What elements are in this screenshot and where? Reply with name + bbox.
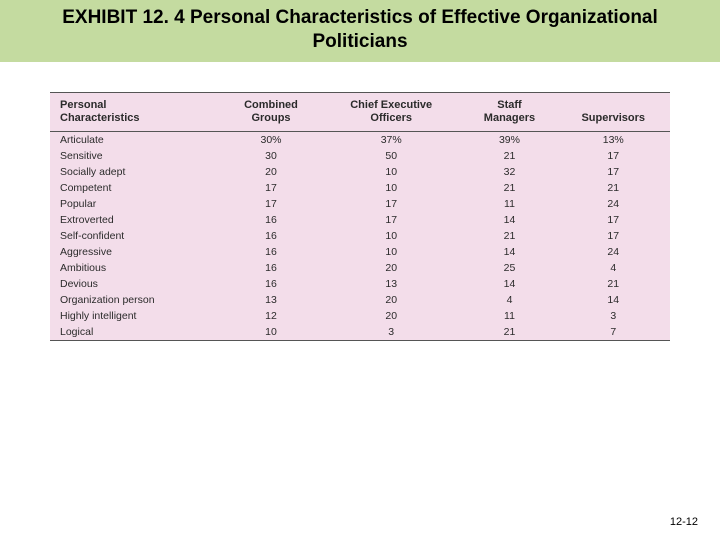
cell-value: 20 (320, 308, 463, 324)
cell-value: 14 (462, 212, 556, 228)
table-header-row: Personal Characteristics Combined Groups… (50, 92, 670, 131)
cell-value: 14 (557, 292, 670, 308)
cell-value: 13 (320, 276, 463, 292)
col-header-staff: Staff Managers (462, 92, 556, 131)
cell-value: 37% (320, 131, 463, 148)
cell-value: 21 (557, 180, 670, 196)
cell-value: 10 (222, 324, 320, 341)
cell-value: 10 (320, 228, 463, 244)
cell-value: 10 (320, 164, 463, 180)
cell-value: 17 (222, 196, 320, 212)
cell-value: 4 (462, 292, 556, 308)
cell-value: 21 (462, 180, 556, 196)
col-header-line2: Supervisors (581, 112, 645, 124)
table-row: Competent17102121 (50, 180, 670, 196)
cell-value: 3 (320, 324, 463, 341)
cell-value: 30% (222, 131, 320, 148)
cell-value: 17 (557, 164, 670, 180)
exhibit-table: Personal Characteristics Combined Groups… (50, 92, 670, 341)
col-header-supervisors: Supervisors (557, 92, 670, 131)
cell-value: 39% (462, 131, 556, 148)
cell-value: 12 (222, 308, 320, 324)
cell-value: 10 (320, 180, 463, 196)
table-row: Extroverted16171417 (50, 212, 670, 228)
cell-value: 16 (222, 228, 320, 244)
table-body: Articulate30%37%39%13%Sensitive30502117S… (50, 131, 670, 340)
title-band: EXHIBIT 12. 4 Personal Characteristics o… (0, 0, 720, 62)
cell-characteristic: Self-confident (50, 228, 222, 244)
table-row: Articulate30%37%39%13% (50, 131, 670, 148)
cell-value: 11 (462, 196, 556, 212)
cell-value: 3 (557, 308, 670, 324)
cell-value: 21 (557, 276, 670, 292)
col-header-line1: Personal (60, 99, 106, 111)
col-header-line2: Officers (370, 112, 412, 124)
cell-value: 10 (320, 244, 463, 260)
table-row: Sensitive30502117 (50, 148, 670, 164)
cell-value: 7 (557, 324, 670, 341)
cell-value: 16 (222, 276, 320, 292)
table-row: Ambitious1620254 (50, 260, 670, 276)
cell-value: 24 (557, 244, 670, 260)
cell-value: 14 (462, 276, 556, 292)
col-header-line1: Staff (497, 99, 521, 111)
cell-value: 17 (320, 212, 463, 228)
col-header-line2: Managers (484, 112, 535, 124)
cell-value: 13% (557, 131, 670, 148)
cell-value: 21 (462, 228, 556, 244)
col-header-line2: Characteristics (60, 112, 140, 124)
table-row: Socially adept20103217 (50, 164, 670, 180)
cell-value: 25 (462, 260, 556, 276)
table-row: Logical103217 (50, 324, 670, 341)
cell-value: 13 (222, 292, 320, 308)
table-row: Self-confident16102117 (50, 228, 670, 244)
cell-value: 24 (557, 196, 670, 212)
cell-value: 20 (320, 292, 463, 308)
cell-characteristic: Logical (50, 324, 222, 341)
col-header-characteristics: Personal Characteristics (50, 92, 222, 131)
cell-value: 16 (222, 212, 320, 228)
cell-characteristic: Socially adept (50, 164, 222, 180)
table-row: Highly intelligent1220113 (50, 308, 670, 324)
cell-value: 17 (557, 212, 670, 228)
cell-characteristic: Extroverted (50, 212, 222, 228)
cell-characteristic: Popular (50, 196, 222, 212)
exhibit-table-wrap: Personal Characteristics Combined Groups… (50, 92, 670, 341)
page-title: EXHIBIT 12. 4 Personal Characteristics o… (40, 6, 680, 54)
cell-value: 16 (222, 244, 320, 260)
col-header-combined: Combined Groups (222, 92, 320, 131)
cell-value: 20 (222, 164, 320, 180)
table-row: Organization person1320414 (50, 292, 670, 308)
cell-value: 21 (462, 324, 556, 341)
cell-characteristic: Competent (50, 180, 222, 196)
cell-value: 21 (462, 148, 556, 164)
page-number: 12-12 (670, 516, 698, 528)
cell-characteristic: Ambitious (50, 260, 222, 276)
cell-characteristic: Organization person (50, 292, 222, 308)
table-row: Popular17171124 (50, 196, 670, 212)
table-row: Devious16131421 (50, 276, 670, 292)
cell-characteristic: Aggressive (50, 244, 222, 260)
cell-value: 17 (557, 228, 670, 244)
cell-value: 4 (557, 260, 670, 276)
cell-value: 20 (320, 260, 463, 276)
cell-value: 17 (222, 180, 320, 196)
cell-value: 32 (462, 164, 556, 180)
cell-value: 30 (222, 148, 320, 164)
cell-value: 17 (557, 148, 670, 164)
col-header-line1: Combined (244, 99, 298, 111)
col-header-ceo: Chief Executive Officers (320, 92, 463, 131)
cell-value: 11 (462, 308, 556, 324)
cell-value: 50 (320, 148, 463, 164)
cell-value: 17 (320, 196, 463, 212)
cell-characteristic: Sensitive (50, 148, 222, 164)
cell-characteristic: Devious (50, 276, 222, 292)
table-row: Aggressive16101424 (50, 244, 670, 260)
cell-value: 16 (222, 260, 320, 276)
cell-value: 14 (462, 244, 556, 260)
col-header-line1: Chief Executive (350, 99, 432, 111)
cell-characteristic: Articulate (50, 131, 222, 148)
col-header-line2: Groups (251, 112, 290, 124)
cell-characteristic: Highly intelligent (50, 308, 222, 324)
